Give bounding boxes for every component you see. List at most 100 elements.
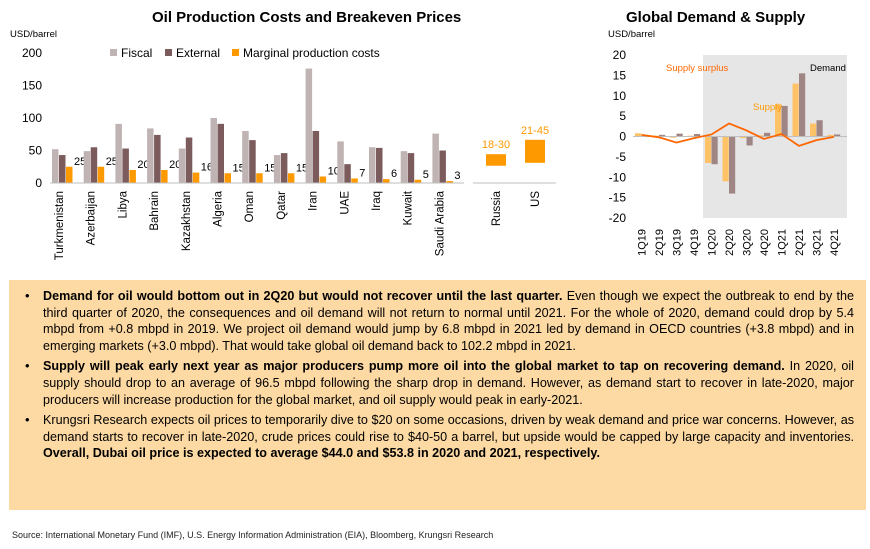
quarter-label: 2Q20 — [724, 229, 736, 256]
x-category-label: Kazakhstan — [181, 191, 193, 251]
y-tick-label: 50 — [29, 144, 43, 158]
supply-bar — [810, 123, 817, 137]
right-chart-title: Global Demand & Supply — [626, 9, 806, 26]
demand-bar — [711, 136, 718, 165]
supply-bar — [757, 135, 764, 137]
legend-swatch — [232, 49, 239, 56]
demand-bar — [834, 134, 841, 137]
demand-bar — [659, 134, 666, 137]
right-y-tick-label: -15 — [609, 191, 627, 205]
x-category-label: Kuwait — [403, 190, 415, 225]
production-cost-chart: USD/barrel 0 50 100 150 200 Fiscal External Ma… — [10, 29, 556, 260]
bar-external — [407, 153, 415, 183]
x-category-label: Oman — [244, 191, 256, 222]
legend-swatch — [110, 49, 117, 56]
marginal-cost-data-label: 5 — [423, 169, 429, 181]
marginal-cost-data-label: 15 — [233, 162, 245, 174]
range-bar — [525, 139, 545, 163]
right-y-tick-label: 20 — [613, 48, 627, 62]
quarter-label: 3Q21 — [812, 229, 824, 256]
bar-marginal — [256, 173, 263, 183]
commentary-box: Demand for oil would bottom out in 2Q20 … — [9, 280, 866, 510]
x-category-label: Saudi Arabia — [434, 190, 446, 256]
marginal-cost-data-label: 20 — [169, 159, 181, 171]
marginal-cost-data-label: 15 — [264, 162, 276, 174]
supply-surplus-annotation: Supply surplus — [666, 63, 729, 74]
legend-label: External — [176, 46, 220, 60]
demand-supply-chart: USD/barrel 20 15 10 5 0 -5 -10 -15 -20 Supply su… — [608, 29, 847, 256]
x-category-label: Iraq — [371, 191, 383, 211]
left-chart-title: Oil Production Costs and Breakeven Price… — [152, 9, 462, 26]
bar-external — [376, 147, 383, 183]
marginal-cost-data-label: 7 — [359, 167, 365, 179]
bar-marginal — [319, 176, 327, 183]
supply-bar — [740, 136, 747, 139]
bar-fiscal — [178, 148, 186, 183]
right-y-tick-label: -20 — [609, 211, 627, 225]
bar-external — [312, 131, 320, 183]
x-category-label: UAE — [339, 191, 351, 215]
y-axis-unit-label: USD/barrel — [10, 29, 57, 40]
range-label: 18-30 — [482, 139, 510, 151]
bar-marginal — [224, 173, 231, 183]
demand-bar — [764, 132, 771, 137]
y-tick-label: 0 — [35, 176, 42, 190]
right-y-tick-label: 10 — [613, 89, 627, 103]
bar-marginal — [129, 170, 136, 183]
bullet-prices: Krungsri Research expects oil prices to … — [23, 412, 854, 462]
quarter-label: 4Q20 — [759, 229, 771, 256]
demand-bar — [729, 136, 736, 194]
bullet-supply: Supply will peak early next year as majo… — [23, 358, 854, 408]
bar-fiscal — [52, 149, 59, 183]
bar-fiscal — [369, 147, 376, 183]
bar-fiscal — [115, 123, 122, 183]
demand-annotation: Demand — [810, 63, 846, 74]
right-y-tick-label: 0 — [619, 130, 626, 144]
right-y-tick-label: -5 — [615, 150, 626, 164]
bar-marginal — [351, 178, 358, 183]
bar-external — [249, 140, 256, 183]
bullet-supply-text: In 2020, oil supply should drop to an av… — [43, 359, 854, 407]
right-y-tick-label: 15 — [613, 68, 627, 82]
bar-fiscal — [83, 151, 91, 183]
bar-external — [185, 137, 193, 183]
bar-marginal — [161, 170, 168, 183]
bullet-prices-conclusion: Overall, Dubai oil price is expected to … — [43, 446, 600, 461]
quarter-label: 1Q21 — [777, 229, 789, 256]
bar-marginal — [446, 181, 453, 183]
quarter-label: 2Q21 — [794, 229, 806, 256]
right-y-tick-label: -10 — [609, 170, 627, 184]
bar-external — [217, 123, 224, 183]
demand-bar — [746, 136, 753, 146]
inset-category-label: Russia — [491, 190, 503, 226]
bar-external — [154, 134, 161, 183]
supply-bar — [705, 136, 712, 163]
bar-external — [59, 155, 66, 183]
bar-marginal — [383, 179, 390, 183]
y-tick-label: 150 — [22, 79, 42, 93]
quarter-label: 2Q19 — [654, 229, 666, 256]
bar-external — [439, 150, 446, 183]
x-category-label: Iran — [308, 191, 320, 211]
legend-label: Marginal production costs — [243, 46, 380, 60]
quarter-label: 4Q19 — [689, 229, 701, 256]
bar-marginal — [192, 172, 200, 183]
supply-surplus-line — [641, 122, 835, 147]
y-tick-label: 200 — [22, 46, 42, 60]
marginal-cost-data-label: 15 — [296, 162, 308, 174]
bar-marginal — [66, 166, 73, 183]
bar-fiscal — [305, 68, 313, 183]
x-category-label: Bahrain — [149, 191, 161, 231]
marginal-cost-data-label: 25 — [106, 156, 118, 168]
bar-marginal — [287, 173, 295, 183]
bullet-prices-text: Krungsri Research expects oil prices to … — [43, 413, 854, 444]
demand-bar — [694, 134, 701, 137]
supply-bar — [827, 134, 834, 137]
right-y-axis-unit-label: USD/barrel — [608, 29, 655, 40]
bullet-demand-heading: Demand for oil would bottom out in 2Q20 … — [43, 289, 563, 303]
quarter-label: 4Q21 — [829, 229, 841, 256]
quarter-label: 1Q19 — [637, 229, 649, 256]
bar-fiscal — [337, 141, 344, 183]
bar-fiscal — [147, 128, 154, 183]
bar-external — [280, 153, 288, 183]
